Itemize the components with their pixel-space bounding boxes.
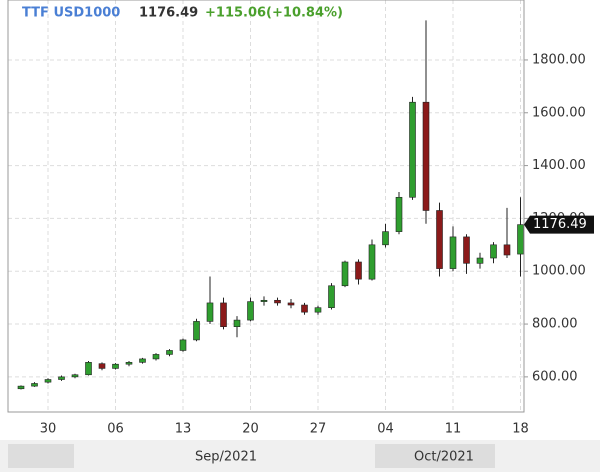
- candle-body: [247, 301, 254, 321]
- candle-body: [193, 321, 200, 341]
- candle-body: [463, 236, 470, 264]
- x-tick-label: 04: [377, 422, 394, 437]
- candle-body: [287, 302, 295, 306]
- change: +115.06(+10.84%): [205, 6, 343, 21]
- candle-body: [71, 374, 79, 378]
- x-tick-label: 13: [175, 422, 192, 437]
- y-tick-label: 800.00: [532, 317, 578, 332]
- candle-body: [341, 261, 349, 287]
- candle-body: [328, 285, 335, 308]
- candle-body: [274, 299, 281, 304]
- x-tick-label: 11: [445, 422, 462, 437]
- candle-body: [260, 299, 268, 302]
- instrument: TTF USD1000: [22, 6, 120, 21]
- candle-body: [355, 261, 362, 280]
- y-tick-label: 1600.00: [532, 105, 586, 120]
- month-label: Oct/2021: [414, 450, 474, 465]
- month-box: [8, 444, 74, 468]
- x-tick-label: 20: [242, 422, 259, 437]
- candle-body: [368, 244, 376, 280]
- plot: [8, 0, 524, 412]
- price-tag-label: 1176.49: [533, 217, 587, 232]
- plot-border: [7, 0, 525, 413]
- candle-body: [301, 304, 308, 313]
- candle-body: [17, 385, 25, 390]
- candle-body: [152, 354, 160, 360]
- candle-body: [314, 307, 322, 313]
- candle-body: [85, 362, 92, 376]
- price-tag: [524, 215, 594, 234]
- candle-body: [476, 257, 484, 264]
- candle-body: [233, 319, 241, 327]
- candle-body: [395, 196, 403, 232]
- candle-body: [422, 101, 430, 211]
- candle-body: [382, 231, 389, 246]
- candle-body: [98, 363, 106, 369]
- candle-body: [206, 302, 214, 322]
- candle-body: [503, 244, 511, 256]
- y-tick-label: 1800.00: [532, 52, 586, 67]
- month-strip: [0, 440, 600, 472]
- x-tick-label: 18: [512, 422, 529, 437]
- candle-body: [58, 376, 65, 380]
- y-tick-label: 600.00: [532, 369, 578, 384]
- candle-body: [179, 339, 187, 351]
- candle-body: [490, 244, 497, 259]
- candle-body: [517, 224, 524, 255]
- x-tick-label: 27: [310, 422, 327, 437]
- y-tick-label: 1400.00: [532, 158, 586, 173]
- candle-body: [449, 236, 457, 269]
- candle-body: [112, 363, 119, 369]
- month-label: Sep/2021: [195, 450, 257, 465]
- last-price: 1176.49: [139, 6, 198, 21]
- candle-body: [125, 362, 133, 365]
- candle-body: [220, 302, 227, 327]
- candle-body: [44, 379, 52, 383]
- candle-body: [166, 350, 173, 355]
- x-tick-label: 06: [107, 422, 124, 437]
- candle-body: [409, 101, 416, 198]
- x-tick-label: 30: [40, 422, 57, 437]
- y-tick-label: 1000.00: [532, 264, 586, 279]
- candle-body: [436, 210, 443, 269]
- candle-body: [31, 383, 38, 387]
- month-box: [375, 444, 495, 468]
- candle-body: [139, 358, 146, 363]
